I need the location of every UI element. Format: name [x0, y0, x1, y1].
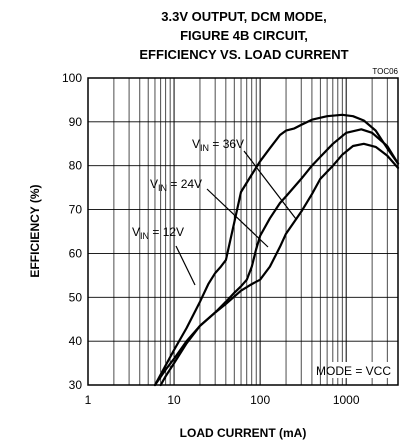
series-lines — [153, 113, 400, 387]
figure-code: TOC06 — [372, 67, 398, 76]
grid — [88, 78, 398, 385]
label-vin-12v: VIN = 12V — [132, 225, 196, 286]
series-line-2 — [153, 128, 400, 387]
x-tick-label: 1000 — [333, 393, 360, 407]
series-line-3 — [159, 142, 400, 387]
y-tick-label: 80 — [69, 159, 83, 173]
label-12v-main: V — [132, 225, 140, 239]
label-vin-24v: VIN = 24V — [150, 177, 269, 248]
y-tick-label: 50 — [69, 290, 83, 304]
label-36v-main: V — [192, 137, 200, 151]
x-axis-label: LOAD CURRENT (mA) — [180, 426, 307, 440]
label-24v-main: V — [150, 177, 158, 191]
pointer-24v — [206, 188, 269, 248]
y-tick-label: 30 — [69, 378, 83, 392]
label-24v-rest: = 24V — [167, 177, 202, 191]
title-line-2: FIGURE 4B CIRCUIT, — [180, 28, 308, 43]
svg-text:VIN = 36V: VIN = 36V — [192, 137, 244, 153]
x-tick-label: 1 — [85, 393, 92, 407]
y-tick-labels: 30 40 50 60 70 80 90 100 — [62, 71, 82, 392]
y-tick-label: 40 — [69, 334, 83, 348]
series-line-1 — [153, 113, 400, 387]
title-line-3: EFFICIENCY VS. LOAD CURRENT — [139, 47, 348, 62]
pointer-36v — [243, 150, 297, 220]
label-vin-36v: VIN = 36V — [192, 137, 297, 220]
label-36v-sub: IN — [200, 143, 209, 153]
plot-frame — [87, 77, 399, 386]
mode-note: MODE = VCC — [316, 362, 394, 378]
y-axis-label: EFFICIENCY (%) — [28, 184, 42, 277]
label-24v-sub: IN — [158, 183, 167, 193]
x-tick-label: 10 — [167, 393, 181, 407]
svg-text:VIN = 12V: VIN = 12V — [132, 225, 184, 241]
y-tick-label: 90 — [69, 115, 83, 129]
svg-text:VIN = 24V: VIN = 24V — [150, 177, 202, 193]
y-tick-label: 100 — [62, 71, 82, 85]
chart-title: 3.3V OUTPUT, DCM MODE, FIGURE 4B CIRCUIT… — [139, 9, 348, 62]
label-36v-rest: = 36V — [209, 137, 244, 151]
mode-note-text: MODE = VCC — [316, 364, 391, 378]
mode-note-box — [328, 362, 394, 378]
y-tick-label: 60 — [69, 246, 83, 260]
label-12v-sub: IN — [140, 231, 149, 241]
x-tick-label: 100 — [250, 393, 270, 407]
x-tick-labels: 1 10 100 1000 — [85, 393, 360, 407]
label-12v-rest: = 12V — [149, 225, 184, 239]
pointer-12v — [175, 245, 196, 286]
title-line-1: 3.3V OUTPUT, DCM MODE, — [161, 9, 326, 24]
y-tick-label: 70 — [69, 203, 83, 217]
